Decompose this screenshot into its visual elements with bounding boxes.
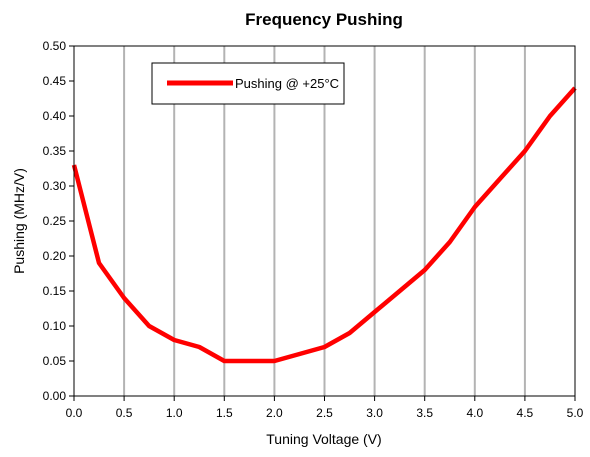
y-tick-label: 0.35 — [43, 144, 67, 158]
series-layer — [71, 86, 577, 364]
series-line — [71, 86, 577, 364]
y-tick-label: 0.20 — [43, 249, 67, 263]
legend: Pushing @ +25°C — [151, 62, 345, 105]
x-tick-label: 1.0 — [166, 406, 183, 420]
x-tick-label: 2.0 — [266, 406, 283, 420]
y-tick-label: 0.00 — [43, 389, 67, 403]
x-tick-label: 3.5 — [416, 406, 433, 420]
x-tick-label: 3.0 — [366, 406, 383, 420]
chart-title: Frequency Pushing — [245, 10, 403, 29]
x-axis-label: Tuning Voltage (V) — [266, 431, 381, 447]
y-tick-label: 0.30 — [43, 179, 67, 193]
x-tick-label: 0.5 — [116, 406, 133, 420]
x-tick-label: 4.5 — [517, 406, 534, 420]
y-axis-label: Pushing (MHz/V) — [11, 168, 27, 274]
y-tick-label: 0.25 — [43, 214, 67, 228]
y-tick-label: 0.10 — [43, 319, 67, 333]
y-tick-label: 0.50 — [43, 39, 67, 53]
x-tick-label: 1.5 — [216, 406, 233, 420]
x-tick-label: 4.0 — [466, 406, 483, 420]
x-tick-label: 0.0 — [66, 406, 83, 420]
y-axis-ticks: 0.00 0.05 0.10 0.15 0.20 0.25 0.30 0.35 0.40 0.45… — [43, 39, 74, 403]
legend-label: Pushing @ +25°C — [235, 76, 339, 91]
x-tick-label: 5.0 — [567, 406, 584, 420]
x-tick-label: 2.5 — [316, 406, 333, 420]
y-tick-label: 0.05 — [43, 354, 67, 368]
x-axis-ticks: 0.0 0.5 1.0 1.5 2.0 2.5 3.0 3.5 4.0 4.5 5.0 — [66, 396, 584, 420]
y-tick-label: 0.40 — [43, 109, 67, 123]
y-tick-label: 0.15 — [43, 284, 67, 298]
y-tick-label: 0.45 — [43, 74, 67, 88]
